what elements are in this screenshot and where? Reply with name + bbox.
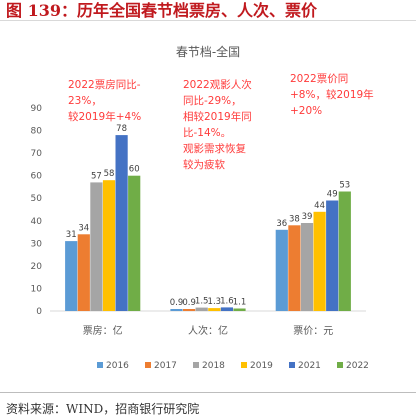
y-tick-label: 0	[36, 307, 42, 317]
legend-label: 2022	[346, 361, 369, 371]
data-label: 31	[66, 230, 77, 240]
y-axis: 0 10 20 30 40 50 60 70 80 90	[31, 104, 366, 317]
bar-2022-0	[128, 175, 141, 311]
bar-2016-2	[275, 229, 288, 311]
data-label: 49	[327, 190, 338, 200]
y-tick-label: 70	[31, 149, 43, 159]
figure-title: 图 139：历年全国春节档票房、人次、票价	[6, 1, 317, 20]
data-label: 1.1	[233, 298, 247, 308]
annotation-line: 23%，	[68, 95, 102, 107]
data-label: 58	[104, 169, 115, 179]
bar-2021-1	[220, 307, 233, 311]
data-label: 34	[78, 223, 89, 233]
annotation-line: 2022观影人次	[183, 78, 252, 91]
y-tick-label: 40	[31, 217, 43, 227]
y-tick-label: 90	[31, 104, 43, 114]
legend-label: 2018	[202, 361, 225, 371]
y-tick-label: 60	[31, 172, 43, 182]
data-label: 78	[116, 124, 127, 134]
y-tick-label: 30	[31, 239, 43, 249]
legend-swatch-2017	[145, 362, 151, 368]
data-label: 0.9	[170, 298, 184, 308]
bar-2021-0	[115, 135, 128, 311]
bar-2021-2	[326, 200, 339, 311]
bar-2022-2	[338, 191, 351, 311]
data-label: 57	[91, 171, 102, 181]
annotation-line: 2022票房同比-	[68, 78, 141, 91]
legend-label: 2021	[298, 361, 321, 371]
data-label: 1.6	[220, 296, 234, 306]
annotation-line: 相较2019年同	[183, 110, 252, 123]
data-label: 53	[339, 181, 350, 191]
bar-2016-1	[170, 309, 183, 311]
bar-2018-2	[300, 223, 314, 311]
data-label: 36	[276, 219, 287, 229]
source-divider	[0, 392, 416, 393]
y-tick-label: 10	[31, 284, 43, 294]
legend-label: 2019	[250, 361, 273, 371]
category-label: 票房：亿	[83, 324, 123, 337]
y-tick-label: 50	[31, 194, 43, 204]
data-label: 1.3	[208, 297, 222, 307]
bar-2016-0	[65, 241, 78, 311]
bar-2018-1	[195, 307, 208, 311]
annotation-line: 较2019年+4%	[68, 110, 141, 123]
y-tick-label: 20	[31, 262, 43, 272]
data-label: 39	[302, 212, 313, 222]
legend-swatch-2016	[97, 362, 103, 368]
annotation-line: +8%，较2019年	[290, 88, 374, 101]
chart-title: 春节档-全国	[176, 44, 240, 59]
data-label: 1.5	[195, 297, 209, 307]
annotation-line: 同比-29%，	[183, 94, 242, 107]
category-label: 人次：亿	[188, 324, 228, 337]
chart-title-group: 春节档-全国	[176, 44, 240, 59]
bar-2018-0	[90, 182, 103, 311]
bar-2019-0	[102, 180, 116, 311]
legend-label: 2016	[106, 361, 129, 371]
bar-2022-1	[233, 308, 246, 311]
bar-2019-1	[208, 308, 221, 311]
x-axis: 票房：亿 人次：亿 票价：元	[83, 324, 334, 337]
annotation-line: 观影需求恢复	[183, 142, 246, 155]
legend: 2016 2017 2018 2019 2021 2022	[97, 361, 369, 371]
y-tick-label: 80	[31, 127, 43, 137]
bar-2017-1	[183, 309, 196, 311]
bar-2017-0	[77, 234, 90, 311]
legend-swatch-2022	[337, 362, 343, 368]
legend-label: 2017	[154, 361, 177, 371]
annotation-line: 2022票价同	[290, 73, 348, 85]
legend-swatch-2021	[289, 362, 295, 368]
source-note: 资料来源：WIND，招商银行研究院	[6, 402, 200, 416]
bar-2017-2	[288, 225, 301, 311]
data-label: 44	[314, 201, 325, 211]
bar-2019-2	[313, 211, 326, 311]
legend-swatch-2018	[193, 362, 199, 368]
category-label: 票价：元	[293, 325, 333, 337]
legend-swatch-2019	[241, 362, 247, 368]
data-label: 38	[289, 214, 300, 224]
annotation-line: +20%	[290, 105, 322, 117]
title-divider	[0, 20, 416, 21]
annotation-line: 较为疲软	[183, 158, 225, 171]
data-label: 0.9	[182, 298, 196, 308]
annotation-line: 比-14%。	[183, 126, 231, 139]
data-label: 60	[129, 165, 140, 175]
